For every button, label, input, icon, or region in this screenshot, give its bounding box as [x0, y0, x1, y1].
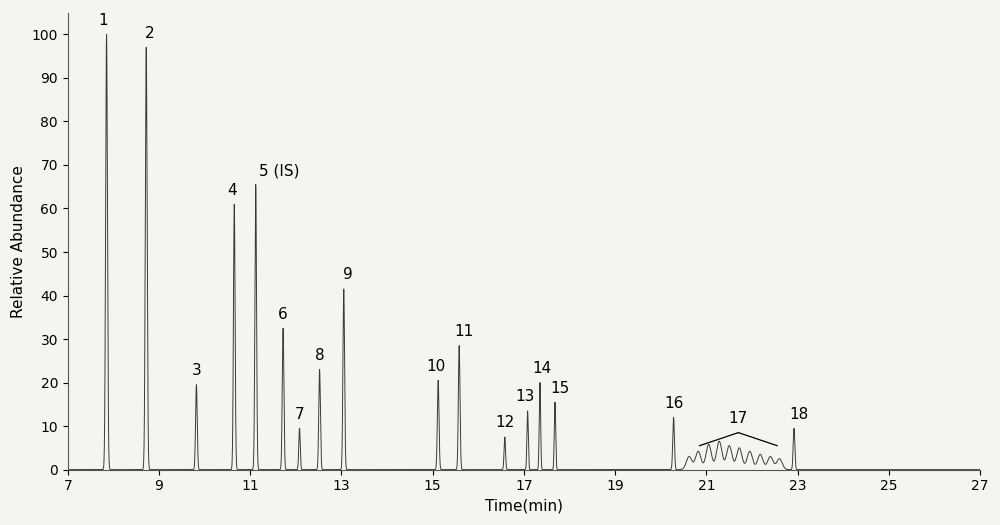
Text: 6: 6	[278, 307, 288, 322]
Text: 10: 10	[426, 359, 446, 374]
Text: 4: 4	[227, 183, 237, 197]
Text: 18: 18	[789, 407, 808, 422]
Text: 1: 1	[98, 13, 108, 28]
Text: 5 (IS): 5 (IS)	[259, 163, 300, 178]
Y-axis label: Relative Abundance: Relative Abundance	[11, 165, 26, 318]
Text: 2: 2	[145, 26, 155, 41]
Text: 16: 16	[664, 396, 683, 411]
Text: 17: 17	[729, 411, 748, 426]
Text: 15: 15	[550, 381, 569, 396]
Text: 3: 3	[192, 363, 201, 378]
Text: 9: 9	[343, 267, 353, 282]
Text: 8: 8	[315, 348, 324, 363]
Text: 11: 11	[454, 324, 473, 339]
Text: 12: 12	[495, 415, 514, 430]
X-axis label: Time(min): Time(min)	[485, 499, 563, 514]
Text: 7: 7	[295, 407, 304, 422]
Text: 14: 14	[533, 361, 552, 376]
Text: 13: 13	[516, 390, 535, 404]
